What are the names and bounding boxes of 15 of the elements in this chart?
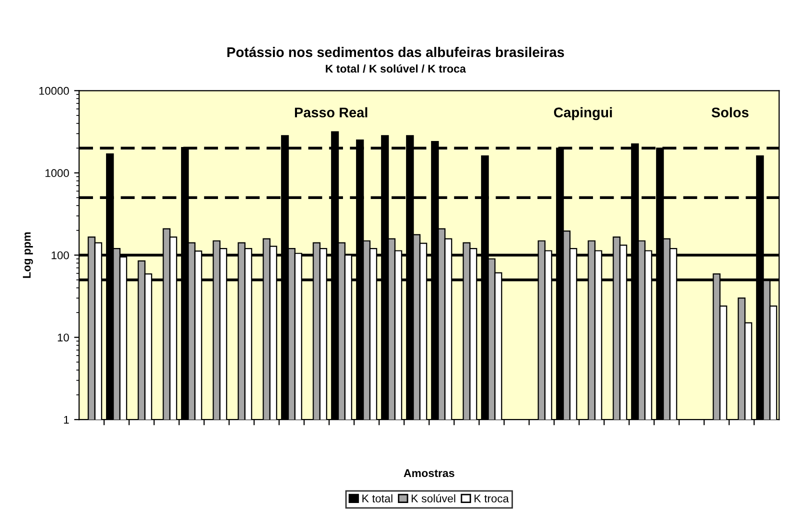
y-tick-label: 100	[52, 251, 69, 260]
annotation: Solos	[712, 107, 748, 118]
legend-label: K troca	[474, 494, 509, 502]
annotation: Passo Real	[294, 107, 368, 118]
y-tick-label: 10000	[39, 86, 69, 95]
y-tick-label: 1000	[46, 169, 69, 178]
chart-title: Potássio nos sedimentos das albufeiras brasileiras	[227, 46, 564, 58]
x-axis-title: Amostras	[404, 469, 454, 478]
y-axis-title: Log ppm	[22, 232, 33, 278]
annotation: Capingui	[554, 107, 612, 120]
chart-subtitle: K total / K solúvel / K troca	[326, 64, 466, 73]
legend-label: K solúvel	[412, 494, 456, 502]
y-tick-label: 10	[58, 334, 69, 342]
legend-label: K total	[362, 494, 392, 502]
y-tick-label: 1	[64, 416, 69, 424]
